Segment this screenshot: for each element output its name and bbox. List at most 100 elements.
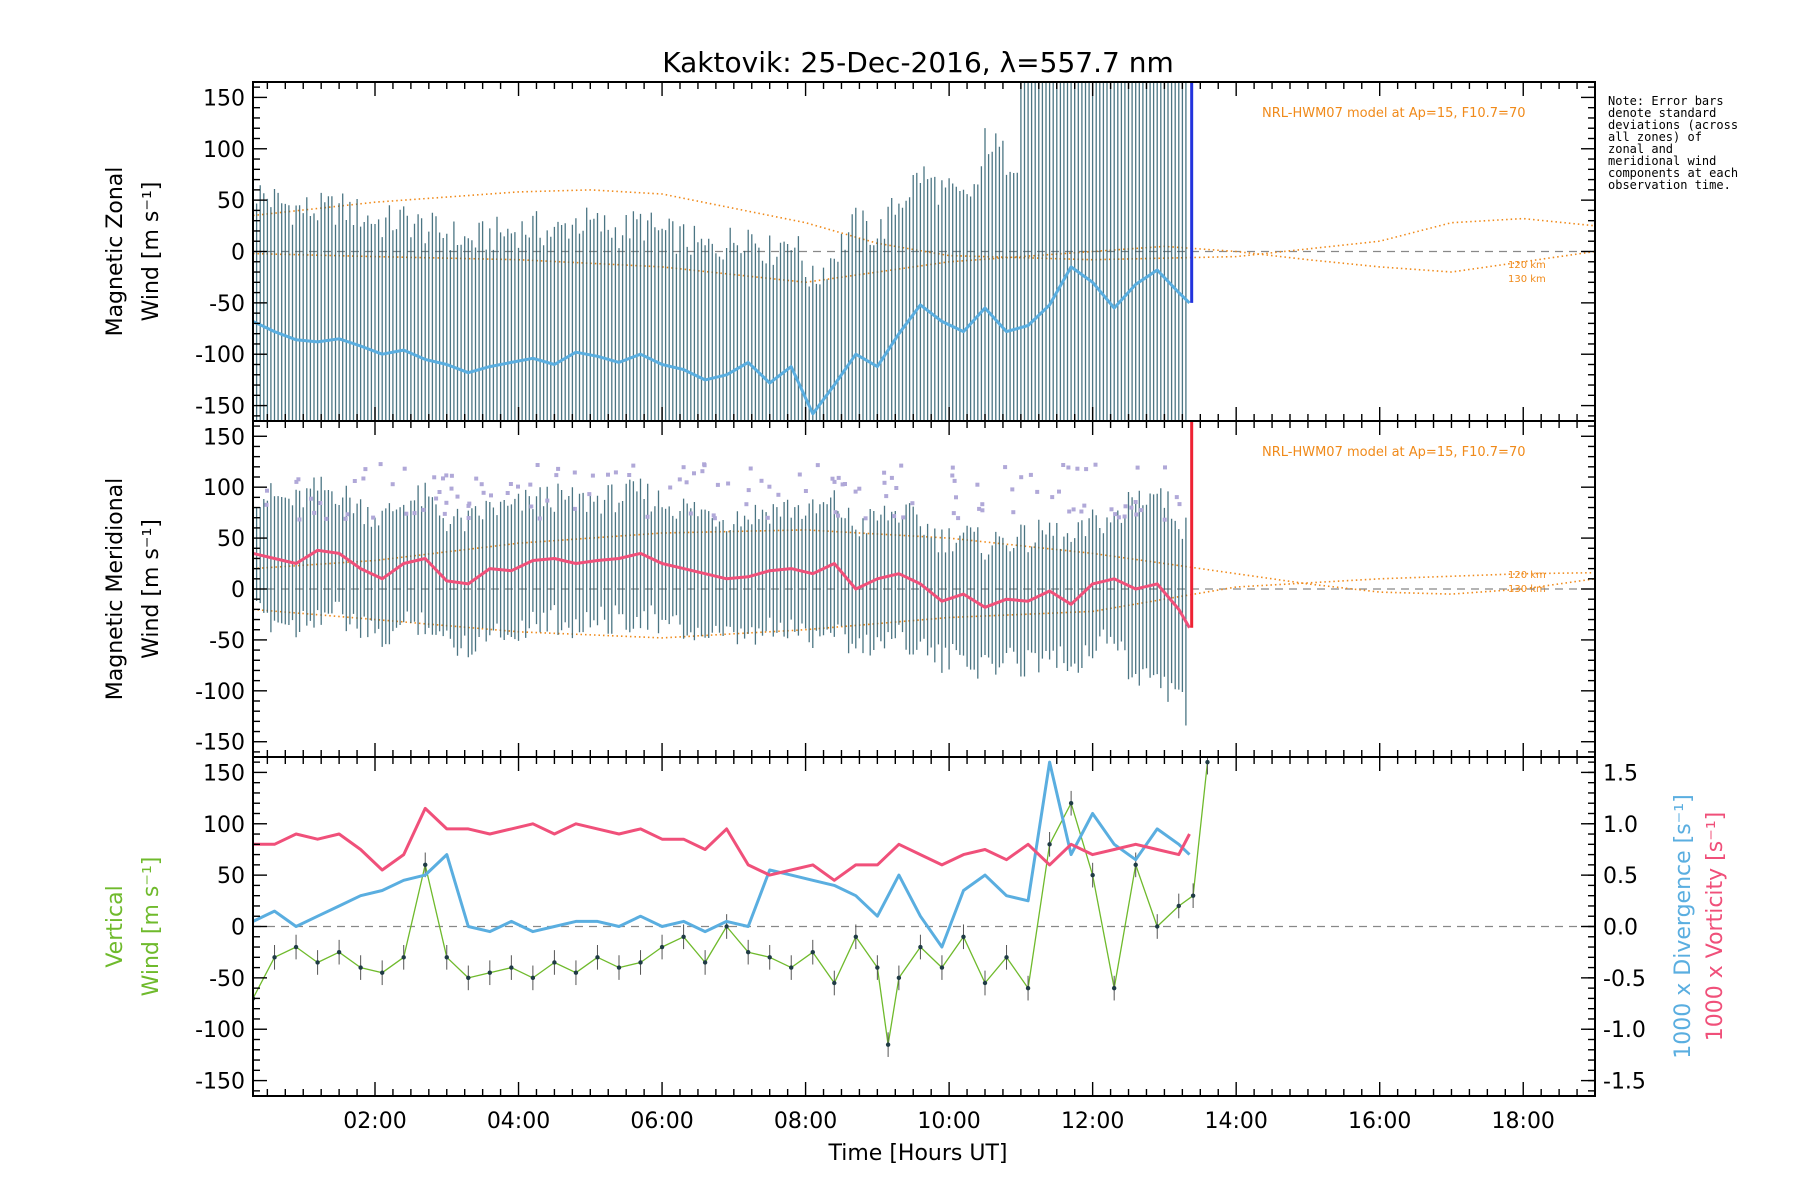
vertical-wind-point <box>1068 801 1074 806</box>
scatter-point <box>884 494 889 499</box>
scatter-point <box>1061 463 1066 467</box>
scatter-point <box>980 508 985 513</box>
error-bar-note: Note: Error bars denote standard deviati… <box>1608 94 1739 192</box>
scatter-point <box>1134 512 1139 517</box>
scatter-point <box>402 466 407 471</box>
vertical-wind-point <box>616 965 622 970</box>
scatter-point <box>1082 503 1087 508</box>
vertical-wind-point <box>724 924 729 929</box>
scatter-point <box>677 477 682 482</box>
y2-tick-label: -1.5 <box>1603 1070 1646 1095</box>
scatter-point <box>832 479 837 484</box>
scatter-point <box>412 511 417 516</box>
scatter-point <box>444 473 449 478</box>
plot-area-meridional <box>253 421 1595 726</box>
y2-axis-vertical: 1.5 1.0 0.5 0.0 -0.5 -1.0 -1.5 <box>1581 761 1646 1095</box>
vertical-wind-point <box>1133 862 1138 868</box>
y-tick-label: 50 <box>217 189 245 214</box>
scatter-point <box>836 475 841 480</box>
vertical-wind-point <box>810 949 815 955</box>
scatter-point <box>975 482 980 487</box>
scatter-point <box>1139 508 1144 513</box>
y-tick-label: -100 <box>195 343 245 368</box>
vertical-wind-point <box>444 955 449 960</box>
scatter-point <box>432 475 437 480</box>
y-tick-label: -150 <box>195 731 245 756</box>
scatter-point <box>1133 500 1138 504</box>
vertical-wind-point <box>982 980 988 986</box>
scatter-point <box>1116 515 1121 520</box>
y-tick-label: 50 <box>217 864 245 889</box>
scatter-point <box>441 476 445 481</box>
scatter-point <box>309 496 314 501</box>
y-axis-label-line1-vertical: Vertical <box>103 885 128 967</box>
y-axis-meridional: 150 100 50 0 -50 -100 -150 <box>195 425 1595 756</box>
x-axis-label: Time [Hours UT] <box>828 1141 1008 1166</box>
scatter-point <box>1057 489 1061 494</box>
scatter-point <box>1028 472 1033 477</box>
scatter-point <box>296 477 301 482</box>
y-tick-label: 0 <box>231 241 245 266</box>
vertical-wind-point <box>1090 872 1095 878</box>
scatter-point <box>437 490 442 494</box>
scatter-point <box>952 478 957 483</box>
series-line-zonal-0 <box>253 265 1191 416</box>
vertical-wind-point <box>530 975 536 981</box>
scatter-point <box>1050 495 1055 500</box>
vertical-wind-point <box>487 970 493 975</box>
vertical-wind-point <box>896 975 902 981</box>
vertical-wind-point <box>745 949 751 955</box>
vertical-wind-point <box>466 975 471 981</box>
vertical-wind-point <box>1190 893 1196 898</box>
scatter-point <box>715 482 720 487</box>
scatter-point <box>554 473 559 478</box>
x-tick-label: 10:00 <box>917 1109 980 1134</box>
scatter-point <box>572 506 577 511</box>
y-tick-label: 150 <box>203 425 245 450</box>
scatter-point <box>528 482 533 487</box>
scatter-point <box>668 485 673 490</box>
scatter-point <box>882 470 887 475</box>
vertical-wind-point <box>1176 903 1181 909</box>
scatter-point <box>294 479 299 484</box>
scatter-point <box>684 480 689 485</box>
scatter-point <box>474 476 479 481</box>
scatter-point <box>442 511 447 516</box>
panel-meridional: 150 100 50 0 -50 -100 -150 Magnetic Meridional W… <box>103 420 1596 758</box>
vertical-wind-point <box>1205 759 1210 765</box>
scatter-point <box>1010 487 1015 492</box>
vertical-wind-point <box>638 960 643 965</box>
scatter-point <box>505 491 510 495</box>
y-axis-label-line1-zonal: Magnetic Zonal <box>103 167 128 337</box>
scatter-point <box>587 492 592 497</box>
y2-tick-label: 0.0 <box>1603 916 1638 941</box>
vertical-wind-point <box>358 965 363 970</box>
vertical-wind-point <box>875 965 880 970</box>
vertical-wind-point <box>272 955 277 960</box>
panel-vertical: 150 100 50 0 -50 -100 -150 1.5 1.0 0.5 0.0 -0.5 -1.0… <box>103 756 1728 1097</box>
scatter-point <box>1113 512 1118 517</box>
vertical-wind-point <box>659 944 665 950</box>
vertical-wind-point <box>1004 955 1009 960</box>
scatter-point <box>980 502 985 507</box>
scatter-point <box>324 516 329 521</box>
scatter-point <box>371 515 376 520</box>
y2-label-divergence: 1000 x Divergence [s⁻¹] <box>1671 794 1696 1058</box>
scatter-point <box>1129 505 1134 510</box>
scatter-point <box>744 502 749 507</box>
vertical-wind-point <box>293 944 299 950</box>
x-tick-label: 06:00 <box>630 1109 693 1134</box>
scatter-points-meridional <box>264 462 1182 522</box>
scatter-point <box>882 480 887 485</box>
vertical-wind-point <box>595 955 600 960</box>
y-axis-vertical: 150 100 50 0 -50 -100 -150 <box>195 761 267 1095</box>
scatter-point <box>950 473 955 478</box>
vertical-wind-point <box>918 944 923 950</box>
y2-tick-label: 1.0 <box>1603 813 1638 838</box>
x-tick-label: 14:00 <box>1204 1109 1267 1134</box>
scatter-point <box>803 489 808 493</box>
scatter-point <box>830 476 835 481</box>
scatter-point <box>590 473 595 478</box>
scatter-point <box>545 498 550 503</box>
vertical-wind-point <box>885 1042 891 1047</box>
